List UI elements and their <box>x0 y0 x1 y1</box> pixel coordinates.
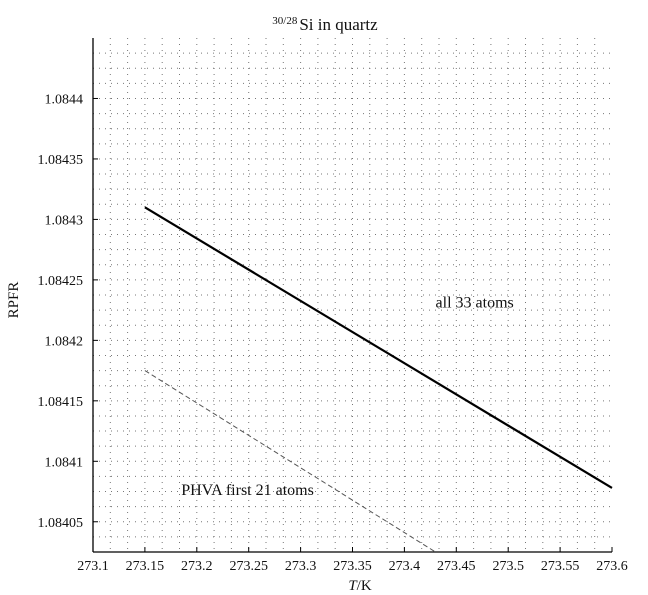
tick-labels: 273.1 273.15 273.2 273.25 273.3 273.35 273.4 27… <box>38 92 628 574</box>
y-axis-label: RPFR <box>6 282 22 319</box>
x-tick-label: 273.35 <box>333 559 372 574</box>
axes <box>92 38 613 553</box>
y-tick-label: 1.08435 <box>38 153 84 168</box>
y-tick-label: 1.08415 <box>38 395 84 410</box>
annotation-all-33-atoms: all 33 atoms <box>436 295 514 312</box>
grid-dots <box>93 38 612 552</box>
x-tick-label: 273.55 <box>541 559 580 574</box>
x-tick-label: 273.6 <box>596 559 628 574</box>
x-tick-label: 273.25 <box>229 559 268 574</box>
y-tick-label: 1.08405 <box>38 516 84 531</box>
y-tick-label: 1.08425 <box>38 274 84 289</box>
y-tick-label: 1.0842 <box>45 334 84 349</box>
series-line-all-33-atoms <box>144 206 613 489</box>
y-tick-label: 1.0843 <box>45 213 84 228</box>
x-axis-label-rest: /K <box>357 578 372 594</box>
series-lines <box>144 206 613 553</box>
x-tick-label: 273.4 <box>389 559 421 574</box>
annotation-phva-first-21-atoms: PHVA first 21 atoms <box>181 482 314 499</box>
x-axis-label-italic: T <box>348 578 358 594</box>
x-tick-label: 273.2 <box>181 559 213 574</box>
x-tick-label: 273.3 <box>285 559 317 574</box>
y-tick-label: 1.0844 <box>45 92 84 107</box>
title-main: Si in quartz <box>299 15 378 34</box>
x-tick-label: 273.45 <box>437 559 476 574</box>
title-superscript: 30/28 <box>272 15 298 27</box>
x-tick-label: 273.15 <box>126 559 165 574</box>
x-axis-label: T/K <box>348 578 372 594</box>
x-tick-label: 273.5 <box>492 559 524 574</box>
y-tick-label: 1.0841 <box>45 455 84 470</box>
series-line-phva-first-21-atoms <box>144 370 436 553</box>
chart-title: 30/28 Si in quartz <box>272 15 378 34</box>
x-tick-label: 273.1 <box>77 559 109 574</box>
